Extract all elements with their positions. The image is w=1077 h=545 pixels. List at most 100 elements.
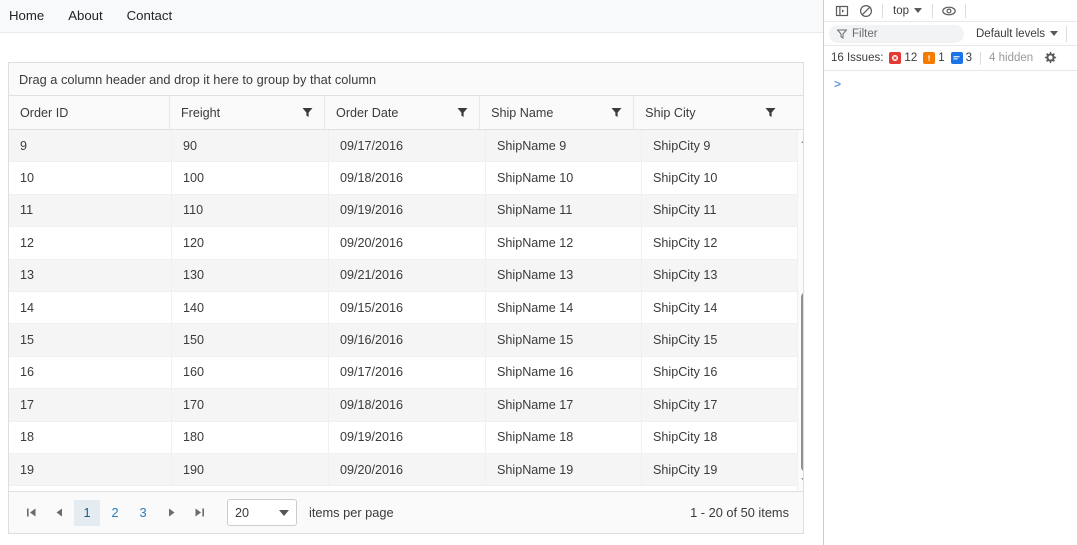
table-row[interactable]: 19 190 09/20/2016 ShipName 19 ShipCity 19 [9,453,797,487]
column-header-label: Freight [180,105,221,120]
table-row[interactable]: 15 150 09/16/2016 ShipName 15 ShipCity 15 [9,324,797,357]
cell-freight: 130 [172,259,329,291]
cell-ship-city: ShipCity 16 [653,365,718,380]
console-sidebar-toggle-icon[interactable] [830,1,854,21]
table-row[interactable]: 17 170 09/18/2016 ShipName 17 ShipCity 17 [9,389,797,422]
cell-order-date: 09/16/2016 [329,324,486,356]
column-header-label: Ship Name [491,105,554,120]
cell-ship-city: ShipCity 11 [653,203,717,218]
table-row[interactable]: 13 130 09/21/2016 ShipName 13 ShipCity 13 [9,259,797,292]
cell-order-id: 15 [9,324,172,356]
cell-ship-name: ShipName 19 [486,453,642,486]
cell-freight: 120 [172,227,329,259]
grid-group-drop-panel[interactable]: Drag a column header and drop it here to… [9,63,803,96]
table-row[interactable]: 10 100 09/18/2016 ShipName 10 ShipCity 10 [9,162,797,195]
cell-ship-city: ShipCity 14 [653,300,718,315]
cell-ship-city: ShipCity 9 [653,138,711,153]
column-header-order-id[interactable]: Order ID [9,96,170,129]
page-size-select[interactable]: 20 [227,499,297,526]
nav-link-about[interactable]: About [68,8,103,24]
error-count: 12 [904,52,918,64]
cell-ship-name: ShipName 18 [486,421,642,453]
cell-order-date: 09/21/2016 [329,259,486,291]
items-per-page-label: items per page [309,505,394,520]
cell-order-id: 16 [9,356,172,389]
filter-icon[interactable] [611,107,622,118]
log-levels-select[interactable]: Default levels [976,27,1059,40]
clear-console-icon[interactable] [854,1,878,21]
filter-icon[interactable] [457,107,468,118]
chevron-down-icon [914,8,922,13]
cell-order-date: 09/18/2016 [329,162,486,194]
cell-freight: 190 [172,453,329,486]
filter-icon[interactable] [302,107,313,118]
grid-pager: 1 2 3 20 items per page 1 - 20 of 50 ite… [9,491,803,533]
cell-ship-name: ShipName 9 [486,130,642,162]
console-input-prompt[interactable]: > [824,75,1077,93]
hidden-messages-label: 4 hidden [989,52,1034,64]
cell-order-id: 10 [9,162,172,194]
error-issues-group[interactable]: 12 [889,52,917,64]
toolbar-divider [882,3,883,18]
filter-icon[interactable] [765,107,776,118]
info-count: 3 [965,52,973,64]
cell-order-id: 12 [9,227,172,259]
cell-order-date: 09/20/2016 [329,227,486,259]
pager-page-1[interactable]: 1 [74,499,100,526]
cell-order-id: 14 [9,291,172,324]
scrollbar-thumb[interactable] [801,292,803,472]
cell-ship-city: ShipCity 10 [653,171,718,186]
table-row[interactable]: 12 120 09/20/2016 ShipName 12 ShipCity 12 [9,227,797,260]
table-row[interactable]: 18 180 09/19/2016 ShipName 18 ShipCity 18 [9,421,797,454]
cell-order-date: 09/18/2016 [329,389,486,421]
toolbar-divider [965,3,966,18]
toolbar-divider [932,3,933,18]
javascript-context-selector[interactable]: top [887,2,928,20]
pager-page-2[interactable]: 2 [111,505,119,520]
grid-vertical-scrollbar[interactable] [797,130,803,491]
table-row[interactable]: 11 110 09/19/2016 ShipName 11 ShipCity 11 [9,194,797,228]
pager-last-page-icon[interactable] [185,499,213,527]
cell-freight: 150 [172,324,329,356]
table-row[interactable]: 16 160 09/17/2016 ShipName 16 ShipCity 16 [9,356,797,390]
cell-order-date: 09/20/2016 [329,453,486,486]
cell-ship-name: ShipName 17 [486,389,642,421]
cell-order-id: 13 [9,259,172,291]
column-header-ship-name[interactable]: Ship Name [480,96,635,129]
scroll-up-arrow-icon[interactable] [798,132,803,148]
cell-order-date: 09/19/2016 [329,194,486,227]
issues-count-label[interactable]: 16 Issues: [831,52,884,64]
cell-freight: 140 [172,291,329,324]
table-row[interactable]: 14 140 09/15/2016 ShipName 14 ShipCity 14 [9,291,797,325]
pager-previous-page-icon[interactable] [45,499,73,527]
console-message-area[interactable]: > [824,71,1077,545]
create-live-expression-eye-icon[interactable] [937,1,961,21]
cell-freight: 160 [172,356,329,389]
cell-order-date: 09/17/2016 [329,356,486,389]
nav-link-home[interactable]: Home [9,8,45,24]
devtools-console-panel: top Filter Default levels 16 I [823,0,1077,545]
pager-next-page-icon[interactable] [157,499,185,527]
data-grid: Drag a column header and drop it here to… [8,62,804,534]
filter-bar-divider [1066,25,1068,42]
cell-ship-name: ShipName 10 [486,162,642,194]
pager-range-info: 1 - 20 of 50 items [690,505,789,520]
info-message-icon [950,52,963,64]
column-header-ship-city[interactable]: Ship City [634,96,787,129]
log-levels-label: Default levels [976,27,1046,40]
console-settings-gear-icon[interactable] [1041,49,1059,67]
column-header-order-date[interactable]: Order Date [325,96,481,129]
cell-order-date: 09/19/2016 [329,421,486,453]
pager-first-page-icon[interactable] [17,499,45,527]
warning-issues-group[interactable]: 1 [923,52,945,64]
console-filter-input[interactable]: Filter [829,24,964,43]
pager-page-3[interactable]: 3 [139,505,147,520]
nav-link-contact[interactable]: Contact [126,8,173,24]
info-issues-group[interactable]: 3 [950,52,973,64]
table-row[interactable]: 9 90 09/17/2016 ShipName 9 ShipCity 9 [9,130,797,163]
cell-ship-city: ShipCity 17 [653,397,718,412]
console-prompt-chevron-icon: > [834,77,842,91]
scroll-down-arrow-icon[interactable] [798,473,803,489]
column-header-freight[interactable]: Freight [170,96,326,129]
cell-order-id: 9 [9,130,172,162]
